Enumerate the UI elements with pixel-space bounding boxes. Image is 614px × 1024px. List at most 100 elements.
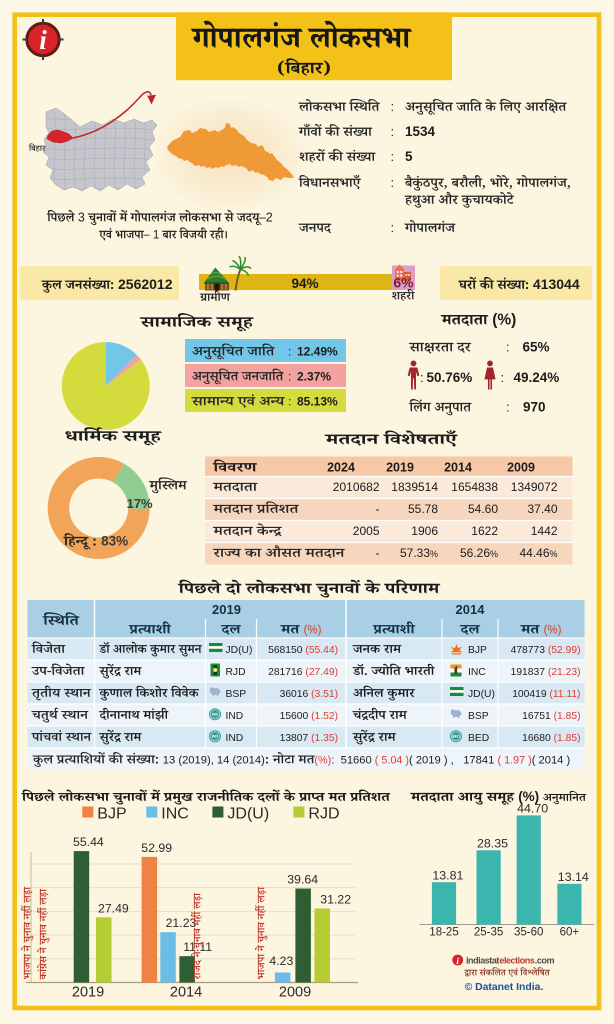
svg-text:94%: 94% [292, 276, 319, 291]
svg-text:56.26: 56.26 [460, 546, 490, 560]
svg-text:83%: 83% [101, 534, 128, 549]
svg-text:54.60: 54.60 [468, 502, 498, 516]
svg-text::: : [420, 370, 424, 385]
svg-text:(%): (%) [314, 755, 331, 767]
svg-text:JD(U): JD(U) [226, 645, 253, 656]
svg-text:%: % [550, 549, 558, 559]
svg-text:4.23: 4.23 [269, 954, 293, 968]
svg-text:2019: 2019 [72, 985, 104, 1001]
svg-text:BSP: BSP [468, 711, 489, 722]
svg-text:55.44: 55.44 [73, 835, 104, 849]
svg-text:i: i [456, 957, 459, 967]
svg-text:49.24%: 49.24% [514, 370, 560, 385]
svg-text:BJP: BJP [468, 645, 487, 656]
svg-text::: : [331, 755, 334, 767]
svg-text:51660: 51660 [341, 755, 372, 767]
svg-text::: : [391, 220, 395, 235]
svg-text:52.99: 52.99 [141, 841, 172, 855]
svg-text:2005: 2005 [353, 524, 380, 538]
svg-text::: : [288, 370, 291, 384]
svg-text:44.46: 44.46 [520, 546, 550, 560]
svg-text::: : [288, 345, 291, 359]
svg-text:( 2014 ): ( 2014 ) [532, 755, 571, 767]
svg-text:1906: 1906 [411, 524, 438, 538]
svg-text:RJD: RJD [226, 667, 246, 678]
svg-text::: : [501, 370, 505, 385]
svg-text:970: 970 [523, 400, 546, 415]
svg-text:%: % [490, 549, 498, 559]
svg-text:(%): (%) [544, 625, 562, 637]
svg-text:(21.23): (21.23) [548, 667, 581, 678]
svg-text:2: 2 [266, 211, 273, 225]
svg-text:6%: 6% [393, 275, 414, 291]
svg-text:(27.49): (27.49) [305, 667, 338, 678]
svg-text:13807: 13807 [280, 733, 309, 744]
svg-text:elections: elections [499, 956, 534, 966]
svg-text:(1.52): (1.52) [311, 711, 338, 722]
svg-text:(%): (%) [518, 789, 539, 804]
svg-text::: : [391, 124, 395, 139]
svg-text:IND: IND [226, 733, 244, 744]
svg-text:(3.51): (3.51) [311, 689, 338, 700]
svg-text:2019: 2019 [212, 602, 241, 617]
svg-text:2014: 2014 [170, 985, 202, 1001]
svg-text:( 5.04 ): ( 5.04 ) [375, 755, 409, 767]
svg-text:65%: 65% [523, 340, 550, 355]
svg-text:JD(U): JD(U) [227, 806, 269, 823]
svg-text::: : [506, 400, 510, 415]
svg-text:BED: BED [468, 733, 489, 744]
svg-text:%: % [430, 549, 438, 559]
svg-text:(1.85): (1.85) [554, 711, 581, 722]
svg-text:44.70: 44.70 [517, 802, 548, 816]
svg-text:INC: INC [468, 667, 486, 678]
svg-text:1654838: 1654838 [451, 480, 498, 494]
svg-text:(%): (%) [492, 312, 516, 329]
svg-text:191837: 191837 [511, 667, 546, 678]
svg-text::: : [391, 99, 395, 114]
svg-text::: : [391, 149, 395, 164]
svg-text:35-60: 35-60 [514, 927, 543, 939]
svg-text:281716: 281716 [268, 667, 303, 678]
svg-text:1: 1 [153, 228, 160, 242]
svg-text:25-35: 25-35 [474, 927, 503, 939]
svg-text:RJD: RJD [308, 806, 339, 823]
svg-text:2009: 2009 [279, 985, 311, 1001]
svg-text:BED: BED [452, 735, 460, 739]
svg-text:21.23: 21.23 [166, 916, 197, 930]
svg-text:13.14: 13.14 [558, 870, 589, 884]
svg-text:50.76%: 50.76% [427, 370, 473, 385]
svg-text:17%: 17% [127, 496, 153, 511]
svg-text:1442: 1442 [531, 524, 558, 538]
svg-text:2.37%: 2.37% [297, 370, 331, 384]
svg-text:( 1.97 ): ( 1.97 ) [498, 755, 532, 767]
svg-text:36016: 36016 [280, 689, 309, 700]
svg-text:2009: 2009 [507, 461, 535, 475]
svg-text:BJP: BJP [97, 806, 126, 823]
svg-text:100419: 100419 [512, 689, 547, 700]
svg-text:( 2019 ) ,: ( 2019 ) , [409, 755, 454, 767]
svg-text:55.78: 55.78 [408, 502, 438, 516]
svg-text:568150: 568150 [268, 645, 303, 656]
svg-text:INC: INC [161, 806, 189, 823]
svg-text:IND: IND [226, 711, 244, 722]
svg-text:1622: 1622 [471, 524, 498, 538]
svg-text:17841: 17841 [463, 755, 494, 767]
svg-text:28.35: 28.35 [477, 837, 508, 851]
svg-text:1534: 1534 [405, 124, 436, 139]
svg-text:2019: 2019 [386, 461, 414, 475]
svg-text:2024: 2024 [327, 461, 355, 475]
svg-text:57.33: 57.33 [400, 546, 430, 560]
svg-text:18-25: 18-25 [429, 927, 458, 939]
svg-text:39.64: 39.64 [287, 873, 318, 887]
svg-text:37.40: 37.40 [528, 502, 558, 516]
svg-text:15600: 15600 [280, 711, 309, 722]
svg-text:12.49%: 12.49% [297, 345, 338, 359]
svg-text:.com: .com [535, 956, 555, 966]
svg-text:.: . [541, 982, 544, 993]
svg-text:IND: IND [212, 713, 219, 717]
svg-text:© Datanet India: © Datanet India [465, 982, 541, 993]
svg-text:27.49: 27.49 [98, 901, 129, 915]
svg-text:5: 5 [405, 149, 413, 164]
svg-text:JD(U): JD(U) [468, 689, 495, 700]
svg-text:16680: 16680 [522, 733, 551, 744]
